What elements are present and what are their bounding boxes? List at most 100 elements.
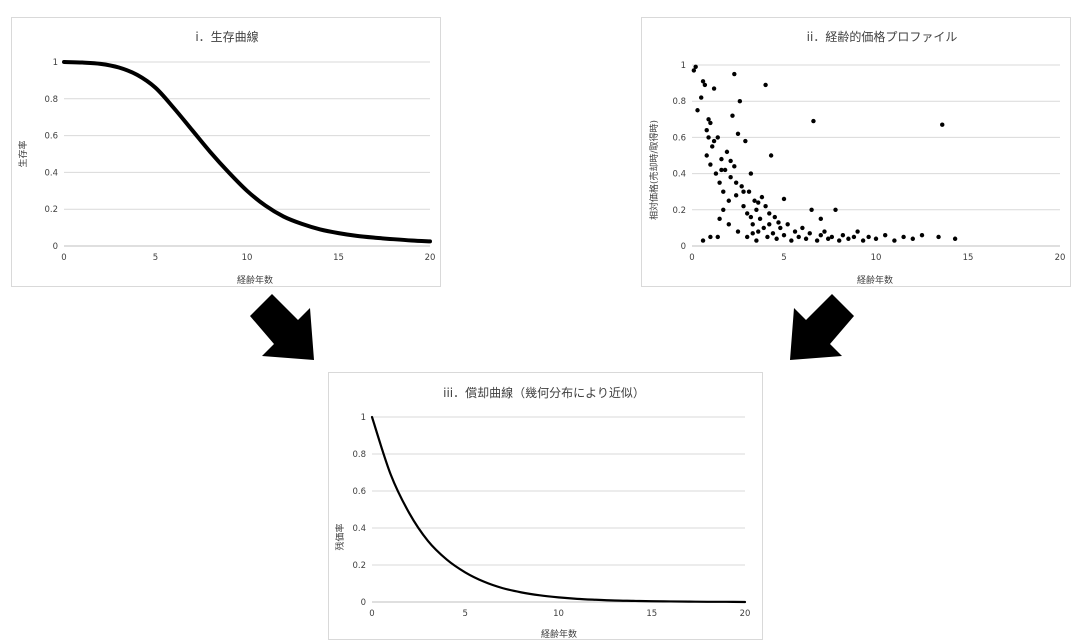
y-tick-label: 0 (361, 598, 366, 608)
data-point (732, 164, 737, 169)
data-point (873, 236, 879, 241)
data-point (767, 222, 772, 227)
data-point (822, 229, 827, 234)
x-tick-label: 15 (646, 609, 657, 619)
data-point (748, 171, 754, 176)
data-point (708, 120, 713, 126)
y-tick-label: 1 (53, 58, 58, 68)
data-point (721, 207, 726, 212)
data-point (792, 229, 798, 234)
data-point (719, 156, 724, 162)
y-tick-label: 1 (361, 413, 366, 423)
data-point (726, 222, 731, 227)
x-tick-label: 5 (153, 253, 158, 263)
data-point (739, 184, 744, 189)
y-tick-label: 0.6 (352, 487, 366, 497)
y-tick-label: 0 (53, 242, 58, 252)
data-point (940, 122, 945, 127)
data-point (726, 198, 731, 203)
data-point (730, 113, 735, 118)
data-point (892, 238, 897, 243)
data-point (825, 236, 831, 241)
data-point (809, 207, 814, 212)
data-point (757, 216, 763, 222)
price-profile-chart: ii．経齢的価格プロファイル 00.20.40.60.810 5 10 15 20 経齢… (648, 29, 1065, 286)
data-point (754, 238, 759, 243)
x-tick-label: 15 (963, 253, 974, 263)
x-axis-label: 経齢年数 (237, 274, 273, 286)
data-point (770, 231, 776, 236)
data-point (796, 234, 801, 240)
data-point (807, 231, 812, 236)
x-tick-label: 20 (425, 253, 436, 263)
data-point (763, 82, 768, 88)
y-tick-label: 0.6 (44, 132, 58, 142)
data-point (754, 207, 759, 212)
y-tick-label: 0.4 (352, 524, 366, 534)
data-point (745, 234, 750, 240)
data-point (713, 171, 719, 176)
data-point (699, 95, 704, 100)
survival-chart-panel: i．生存曲線 0 0.2 0.4 0.6 0.8 1 0 5 10 15 20 経齢年数 生存率 (11, 17, 441, 287)
data-point (717, 216, 722, 222)
data-point (883, 232, 888, 238)
x-axis-label: 経齢年数 (541, 628, 577, 640)
data-point (781, 196, 787, 202)
arrow-down-left-icon (790, 294, 854, 360)
data-point (781, 232, 787, 238)
data-point (741, 203, 746, 209)
data-point (746, 189, 752, 194)
data-point (789, 238, 794, 243)
chart-title: iii．償却曲線（幾何分布により近似） (443, 385, 645, 400)
data-point (840, 232, 846, 238)
data-point (952, 236, 958, 241)
data-point (936, 234, 941, 240)
data-point (851, 234, 857, 240)
data-point (693, 64, 698, 70)
data-point (706, 135, 711, 140)
data-point (704, 153, 709, 158)
data-point (768, 153, 774, 158)
data-point (774, 236, 779, 241)
y-tick-label: 0.2 (352, 561, 366, 571)
data-point (704, 127, 709, 133)
y-axis-label: 相対価格(売却時/取得時) (648, 120, 660, 220)
y-tick-label: 0.6 (672, 133, 686, 143)
data-point (860, 238, 866, 243)
data-point (901, 234, 906, 240)
data-point (735, 229, 741, 234)
x-tick-label: 0 (369, 609, 374, 619)
data-point (706, 117, 711, 122)
data-point (910, 236, 915, 241)
data-point (778, 225, 783, 231)
y-tick-label: 0.4 (44, 168, 58, 178)
data-point (818, 232, 823, 238)
data-point (717, 180, 722, 185)
depreciation-chart-panel: iii．償却曲線（幾何分布により近似） 0 0.2 0.4 0.6 0.8 1 0 5 10 15… (328, 372, 763, 640)
data-point (724, 149, 730, 155)
y-tick-label: 0.8 (352, 450, 366, 460)
data-point (759, 194, 765, 200)
data-point (750, 222, 755, 227)
y-axis-label: 残価率 (334, 523, 346, 550)
data-point (785, 222, 790, 227)
data-point (818, 216, 823, 222)
chart-title: i．生存曲線 (195, 29, 258, 44)
y-tick-label: 0.2 (44, 205, 58, 215)
data-point (719, 167, 724, 173)
data-point (741, 189, 746, 194)
data-point (711, 138, 717, 144)
data-point (737, 99, 743, 104)
data-point (700, 238, 706, 243)
data-point (800, 225, 805, 231)
data-point (772, 214, 777, 220)
y-tick-label: 1 (681, 61, 686, 71)
data-point (855, 229, 860, 234)
data-point (750, 231, 755, 236)
chart-title: ii．経齢的価格プロファイル (807, 29, 958, 44)
data-point (710, 144, 715, 149)
x-tick-label: 10 (242, 253, 253, 263)
x-axis-label: 経齢年数 (857, 274, 893, 286)
data-point (756, 229, 761, 234)
data-point (728, 175, 733, 180)
